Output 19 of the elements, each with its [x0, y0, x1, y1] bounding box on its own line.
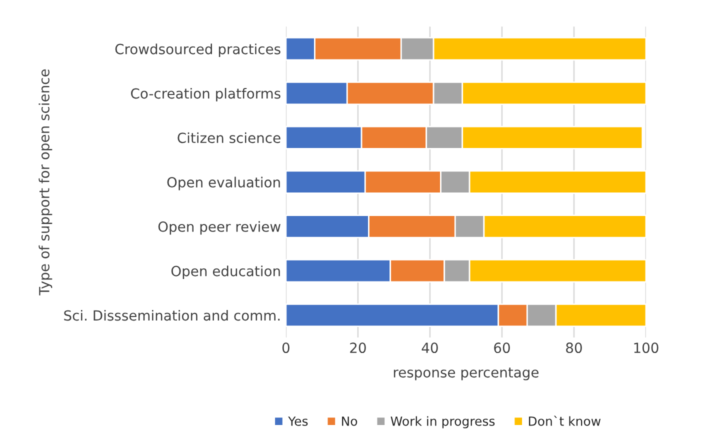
x-tick-label: 0 — [282, 342, 290, 354]
y-tick-label: Open education — [171, 266, 280, 280]
y-tick-label: Citizen science — [178, 132, 280, 144]
y-tick-label: Sci. Disssemination and comm. — [64, 310, 280, 321]
y-axis-title: Type of support for open science — [38, 69, 52, 296]
y-tick-label: Open evaluation — [167, 176, 280, 190]
legend-label: Don`t know — [528, 416, 601, 426]
y-tick-label: Open peer review — [158, 221, 280, 235]
legend-label: Work in progress — [390, 416, 495, 428]
x-tick-label: 80 — [566, 342, 582, 354]
y-tick-label: Crowdsourced practices — [115, 44, 280, 58]
x-tick-label: 100 — [634, 342, 658, 354]
legend-label: No — [342, 416, 358, 426]
x-axis-title: response percentage — [394, 368, 538, 380]
x-tick-label: 40 — [422, 342, 438, 354]
legend-label: Yes — [288, 416, 308, 426]
x-tick-label: 20 — [350, 342, 366, 354]
y-tick-label: Co-creation platforms — [131, 88, 280, 102]
x-tick-label: 60 — [494, 342, 510, 354]
